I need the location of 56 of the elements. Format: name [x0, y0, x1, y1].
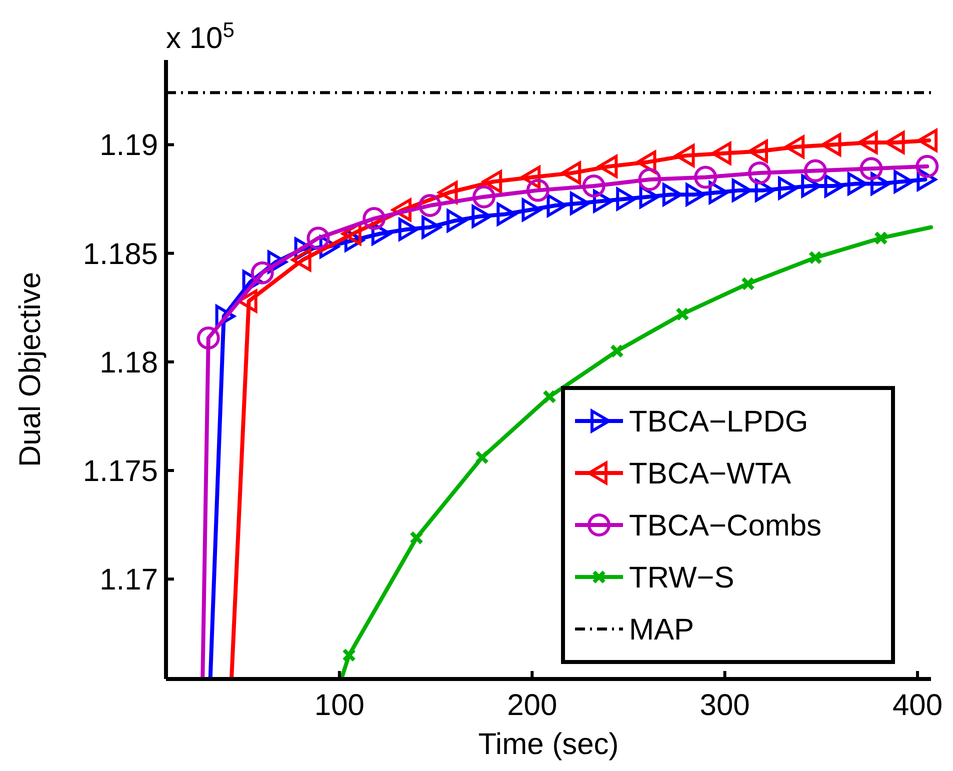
- point: [808, 250, 822, 265]
- point: [542, 390, 556, 404]
- point: [342, 648, 356, 662]
- point: [778, 176, 798, 200]
- point: [616, 188, 636, 211]
- point: [496, 202, 517, 226]
- x-tick-label: 300: [700, 689, 750, 722]
- legend-label: TBCA−Combs: [629, 510, 822, 542]
- point: [250, 261, 274, 284]
- point: [638, 168, 662, 191]
- point: [410, 530, 424, 545]
- point: [446, 209, 467, 232]
- point: [916, 154, 939, 178]
- point: [874, 231, 888, 246]
- y-axis-title: Dual Objective: [14, 272, 47, 468]
- point: [732, 178, 752, 202]
- point: [418, 194, 442, 218]
- y-tick-label: 1.185: [82, 238, 158, 271]
- point: [824, 174, 844, 198]
- point: [740, 276, 755, 291]
- legend-label: TBCA−WTA: [629, 458, 791, 490]
- point: [306, 226, 330, 250]
- x-tick-label: 400: [892, 689, 943, 722]
- text: x 10$^{5}$: [166, 18, 234, 55]
- y-tick-label: 1.17: [100, 564, 158, 597]
- point: [398, 218, 418, 241]
- point: [860, 157, 883, 180]
- point: [475, 450, 490, 464]
- legend-label: TBCA−LPDG: [629, 406, 808, 438]
- point: [522, 198, 542, 222]
- point: [894, 170, 914, 194]
- point: [582, 174, 606, 198]
- point: [610, 344, 624, 358]
- legend-label: MAP: [629, 614, 694, 646]
- legend-label: TRW−S: [629, 562, 734, 594]
- y-tick-label: 1.18: [100, 346, 158, 380]
- y-tick-label: 1.19: [100, 129, 158, 162]
- point: [472, 204, 492, 228]
- point: [675, 307, 690, 322]
- x-axis-title: Time (sec): [478, 728, 619, 761]
- point: [526, 178, 550, 202]
- point: [472, 185, 496, 208]
- point: [847, 172, 868, 196]
- x-tick-label: 200: [507, 689, 558, 722]
- point: [685, 183, 706, 206]
- point: [421, 216, 442, 239]
- point: [570, 192, 590, 215]
- point: [196, 326, 220, 350]
- point: [804, 159, 827, 182]
- point: [748, 161, 771, 184]
- point: [362, 207, 386, 230]
- x-tick-label: 100: [314, 689, 364, 722]
- point: [662, 183, 682, 206]
- y-tick-label: 1.175: [82, 454, 158, 488]
- point: [694, 166, 718, 189]
- point: [546, 194, 567, 218]
